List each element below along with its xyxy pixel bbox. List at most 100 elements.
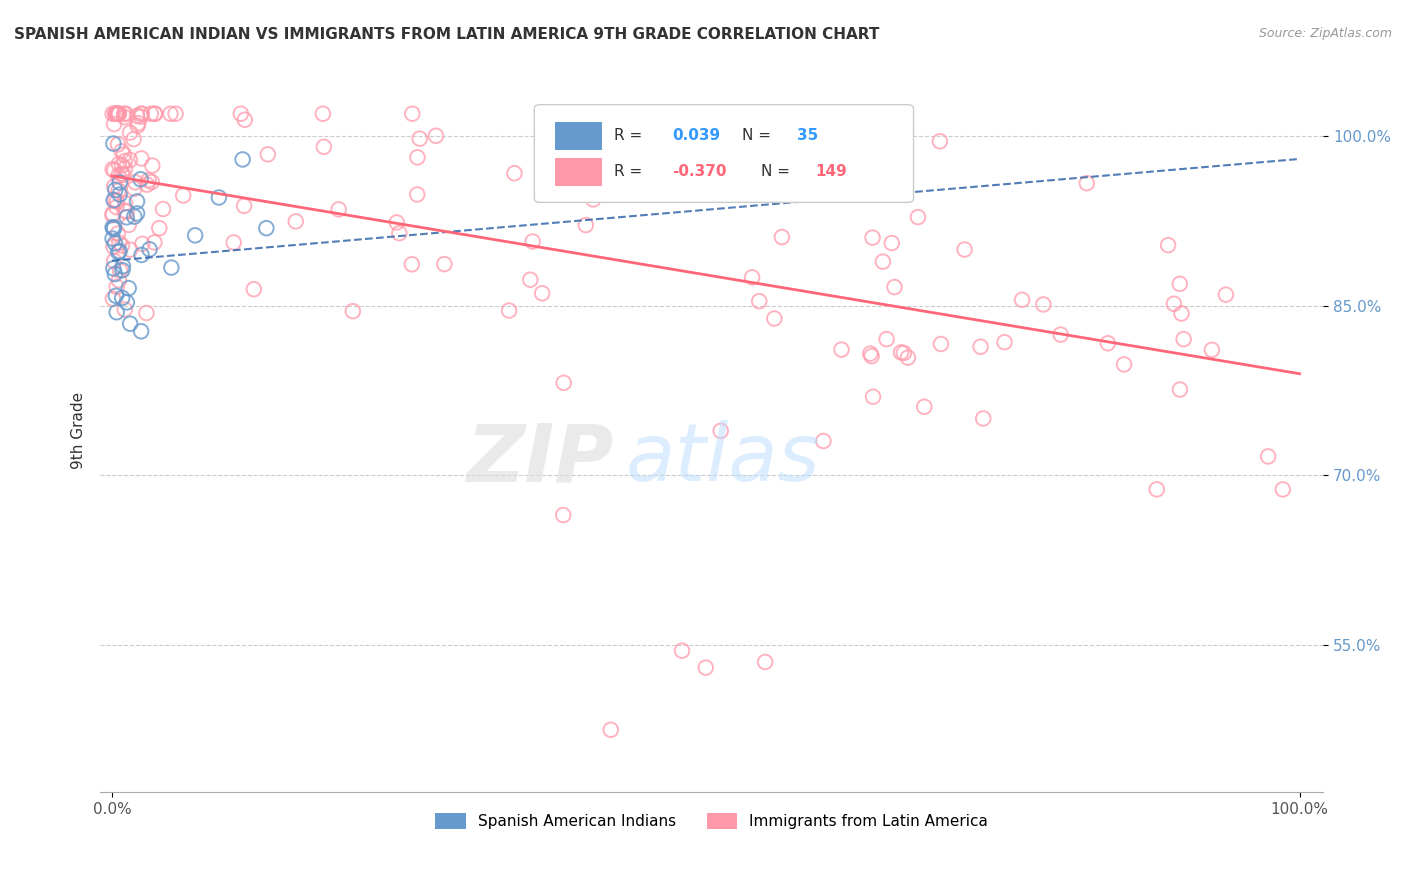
Point (401, 257, 423, 271)
Point (103, 136, 125, 151)
Point (104, 236, 127, 251)
Point (120, 317, 142, 331)
Point (105, 107, 128, 121)
Point (127, 119, 149, 133)
Point (859, 346, 882, 360)
Point (710, 424, 733, 438)
Point (425, 128, 447, 143)
Point (114, 107, 136, 121)
Point (107, 107, 129, 121)
Point (103, 220, 125, 235)
Point (111, 145, 134, 159)
Point (108, 273, 131, 287)
Point (103, 163, 125, 178)
Point (108, 107, 131, 121)
Point (860, 349, 883, 363)
Point (112, 147, 135, 161)
Point (1157, 238, 1180, 252)
Point (112, 168, 135, 182)
Point (131, 152, 153, 166)
Point (127, 109, 149, 123)
Point (129, 172, 152, 186)
Point (599, 723, 621, 737)
Point (897, 351, 920, 365)
Point (401, 107, 423, 121)
Point (695, 660, 717, 674)
Point (254, 221, 277, 235)
Point (553, 508, 575, 522)
Point (328, 202, 350, 217)
Point (105, 107, 128, 121)
Point (107, 137, 129, 152)
Point (103, 254, 125, 268)
Point (741, 270, 763, 285)
Point (105, 200, 128, 214)
Point (1215, 287, 1237, 301)
Point (138, 243, 160, 257)
Point (1049, 327, 1071, 342)
Point (159, 107, 181, 121)
Point (111, 158, 134, 172)
Point (115, 295, 138, 310)
Point (748, 294, 770, 309)
Legend: Spanish American Indians, Immigrants from Latin America: Spanish American Indians, Immigrants fro… (429, 806, 994, 835)
Point (122, 182, 145, 196)
Point (103, 261, 125, 276)
Point (498, 303, 520, 318)
Point (385, 215, 408, 229)
Point (1097, 336, 1119, 351)
Point (127, 116, 149, 130)
Point (120, 243, 142, 257)
Point (1170, 306, 1192, 320)
Point (233, 112, 256, 127)
Point (108, 244, 131, 259)
Point (104, 183, 127, 197)
Point (131, 107, 153, 121)
Point (114, 154, 136, 169)
Point (872, 254, 894, 268)
Point (124, 210, 146, 224)
Point (139, 107, 162, 121)
Point (118, 126, 141, 140)
Point (103, 222, 125, 236)
Point (104, 193, 127, 207)
Point (222, 235, 245, 250)
Point (101, 162, 124, 177)
Point (433, 257, 456, 271)
Point (114, 161, 136, 176)
Point (143, 107, 166, 121)
Point (243, 282, 266, 296)
Text: R =: R = (614, 128, 643, 144)
Point (831, 343, 853, 357)
Point (813, 434, 835, 448)
Point (104, 267, 127, 281)
Point (531, 286, 554, 301)
Point (1257, 450, 1279, 464)
Point (993, 335, 1015, 350)
Point (907, 210, 929, 224)
Point (754, 655, 776, 669)
Point (107, 169, 129, 183)
Text: ZIP: ZIP (467, 420, 614, 498)
Point (103, 193, 125, 207)
Point (1112, 358, 1135, 372)
Point (114, 302, 136, 317)
Point (143, 235, 166, 250)
Point (1168, 383, 1191, 397)
Point (108, 263, 131, 277)
Point (136, 178, 159, 192)
Point (107, 227, 129, 241)
Point (770, 230, 793, 244)
Point (125, 206, 148, 220)
Text: N =: N = (742, 128, 772, 144)
Point (883, 280, 905, 294)
Point (503, 166, 526, 180)
Point (880, 235, 903, 250)
Point (108, 157, 131, 171)
Point (720, 175, 742, 189)
Point (115, 211, 138, 225)
Point (522, 235, 544, 249)
Text: -0.370: -0.370 (672, 164, 727, 179)
Point (105, 280, 128, 294)
Point (101, 208, 124, 222)
